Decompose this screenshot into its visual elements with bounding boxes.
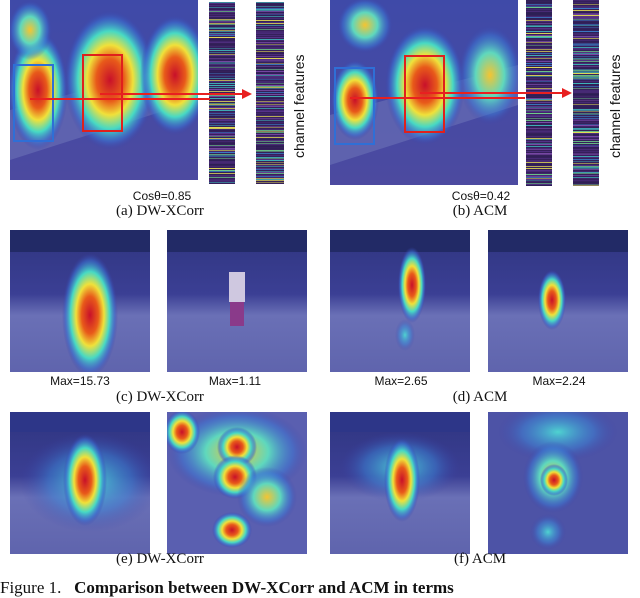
caption-c: (c) DW-XCorr bbox=[116, 389, 204, 405]
caption-d: (d) ACM bbox=[452, 389, 508, 405]
cos-value-b: Cosθ=0.42 bbox=[451, 189, 511, 203]
figure-caption: Figure 1. Comparison between DW-XCorr an… bbox=[0, 578, 454, 598]
caption-e: (e) DW-XCorr bbox=[116, 551, 204, 567]
max-value-d-right: Max=2.24 bbox=[532, 374, 586, 388]
max-value-c-left: Max=15.73 bbox=[50, 374, 110, 388]
channel-strip-b2 bbox=[573, 0, 599, 186]
channel-features-label-b: channel features bbox=[607, 54, 623, 158]
max-value-c-right: Max=1.11 bbox=[208, 374, 262, 388]
blue-box-b bbox=[334, 67, 375, 145]
photo-c-right bbox=[167, 230, 307, 372]
channel-strip-a1 bbox=[209, 2, 235, 184]
heatmap-image-f-right bbox=[488, 412, 628, 554]
arrows-b bbox=[350, 88, 572, 99]
caption-a: (a) DW-XCorr bbox=[116, 203, 204, 219]
arrows-a bbox=[30, 89, 252, 100]
cos-value-a: Cosθ=0.85 bbox=[132, 189, 192, 203]
heatmap-image-e-right bbox=[167, 412, 307, 554]
max-value-d-left: Max=2.65 bbox=[374, 374, 428, 388]
heatmap-image-c-left bbox=[10, 230, 150, 372]
heatmap-image-e-left bbox=[10, 412, 150, 554]
figure-caption-prefix: Figure 1. bbox=[0, 578, 62, 597]
caption-f: (f) ACM bbox=[453, 551, 507, 567]
caption-b: (b) ACM bbox=[452, 203, 508, 219]
heatmap-image-d-right bbox=[488, 230, 628, 372]
heatmap-image-f-left bbox=[330, 412, 470, 554]
channel-features-label-a: channel features bbox=[291, 54, 307, 158]
figure-caption-bold: Comparison between DW-XCorr and ACM in t… bbox=[74, 578, 454, 597]
channel-strip-a2 bbox=[256, 2, 284, 184]
blue-box-a bbox=[13, 64, 54, 142]
heatmap-image-d-left bbox=[330, 230, 470, 372]
